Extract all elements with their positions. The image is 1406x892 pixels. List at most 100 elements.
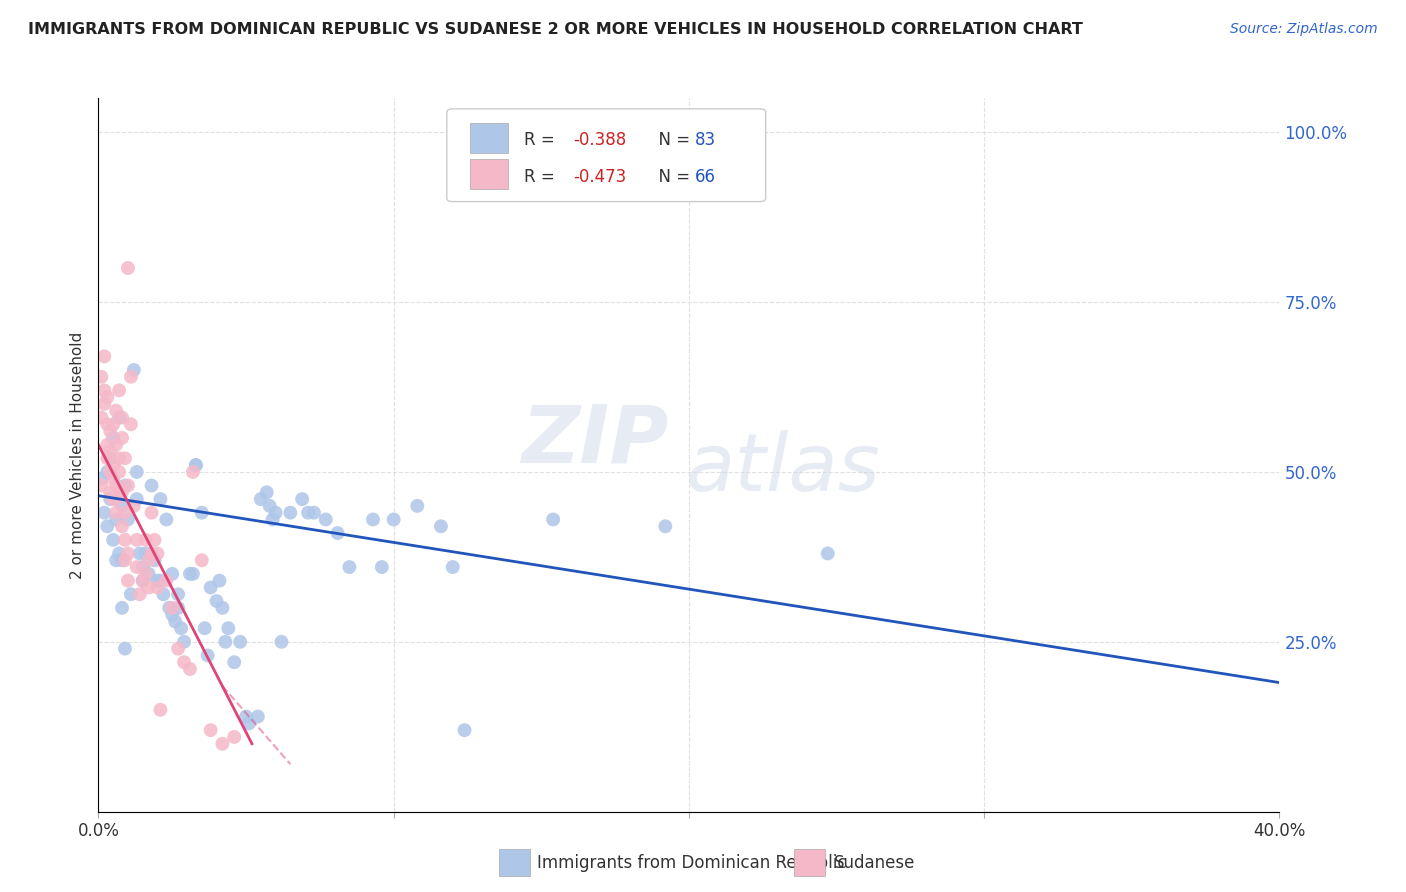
Point — [108, 451, 131, 466]
Point — [181, 465, 204, 479]
Point — [90, 410, 112, 425]
Point — [315, 512, 337, 526]
Point — [114, 533, 136, 547]
Point — [208, 574, 231, 588]
Point — [105, 438, 128, 452]
Point — [114, 478, 136, 492]
Point — [162, 600, 183, 615]
Point — [93, 397, 115, 411]
Point — [132, 574, 155, 588]
Point — [105, 553, 128, 567]
Text: Immigrants from Dominican Republic: Immigrants from Dominican Republic — [537, 854, 846, 871]
Point — [157, 600, 180, 615]
Point — [132, 560, 155, 574]
Point — [155, 512, 177, 526]
Point — [111, 431, 134, 445]
Text: R =: R = — [523, 168, 560, 186]
Point — [108, 485, 131, 500]
Point — [98, 485, 121, 500]
Point — [184, 458, 207, 472]
Point — [541, 512, 564, 526]
Point — [149, 703, 172, 717]
Point — [173, 655, 195, 669]
Point — [259, 499, 281, 513]
Point — [105, 478, 128, 492]
FancyBboxPatch shape — [447, 109, 766, 202]
Point — [96, 417, 118, 432]
Text: N =: N = — [648, 168, 695, 186]
Point — [141, 546, 163, 560]
Point — [167, 641, 190, 656]
Point — [200, 723, 222, 738]
Text: 83: 83 — [695, 130, 716, 148]
Point — [125, 560, 148, 574]
Point — [103, 472, 125, 486]
Point — [117, 478, 139, 492]
Point — [103, 431, 125, 445]
Point — [96, 451, 118, 466]
Point — [235, 709, 257, 723]
Point — [96, 390, 118, 404]
Point — [191, 506, 214, 520]
Point — [125, 465, 148, 479]
Point — [143, 533, 166, 547]
Point — [111, 410, 134, 425]
Point — [105, 506, 128, 520]
Point — [361, 512, 384, 526]
Point — [120, 587, 142, 601]
Point — [211, 737, 233, 751]
Point — [114, 641, 136, 656]
Point — [132, 574, 155, 588]
Point — [96, 438, 118, 452]
Point — [125, 492, 148, 507]
Point — [90, 369, 112, 384]
Point — [149, 492, 172, 507]
Point — [181, 566, 204, 581]
Point — [817, 546, 839, 560]
Point — [103, 533, 125, 547]
Point — [96, 519, 118, 533]
Point — [297, 506, 319, 520]
Point — [264, 506, 287, 520]
Point — [122, 363, 145, 377]
Point — [217, 621, 239, 635]
Point — [146, 574, 169, 588]
Point — [105, 492, 128, 507]
Text: 66: 66 — [695, 168, 716, 186]
Point — [146, 546, 169, 560]
Point — [197, 648, 219, 663]
Point — [98, 492, 121, 507]
Point — [165, 615, 187, 629]
FancyBboxPatch shape — [471, 123, 508, 153]
Point — [371, 560, 394, 574]
Point — [96, 465, 118, 479]
Point — [191, 553, 214, 567]
Point — [108, 384, 131, 398]
Point — [117, 546, 139, 560]
Point — [117, 574, 139, 588]
Point — [108, 546, 131, 560]
Point — [128, 587, 150, 601]
Point — [430, 519, 453, 533]
Point — [167, 587, 190, 601]
Point — [152, 587, 174, 601]
Point — [406, 499, 429, 513]
Point — [205, 594, 228, 608]
Text: N =: N = — [648, 130, 695, 148]
Point — [103, 492, 125, 507]
Point — [111, 519, 134, 533]
Point — [117, 260, 139, 275]
Point — [179, 566, 201, 581]
Point — [120, 369, 142, 384]
Point — [262, 512, 284, 526]
Point — [200, 581, 222, 595]
Y-axis label: 2 or more Vehicles in Household: 2 or more Vehicles in Household — [70, 331, 86, 579]
FancyBboxPatch shape — [471, 160, 508, 189]
Point — [224, 655, 246, 669]
Point — [114, 506, 136, 520]
Point — [114, 553, 136, 567]
Point — [143, 553, 166, 567]
Point — [170, 621, 193, 635]
Point — [138, 566, 160, 581]
Point — [141, 478, 163, 492]
